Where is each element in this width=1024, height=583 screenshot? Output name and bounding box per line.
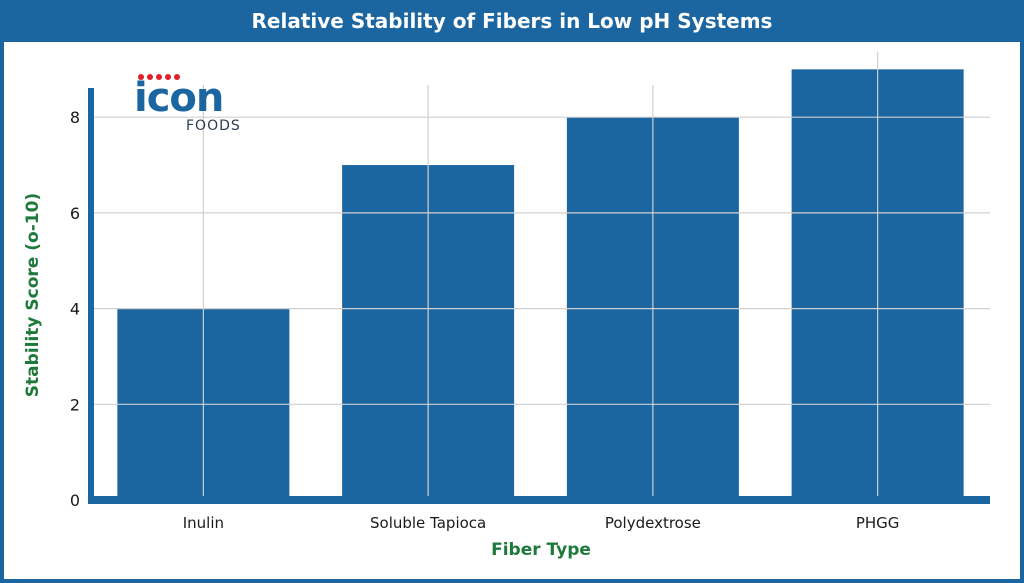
icon-foods-logo: icon FOODS <box>134 72 246 136</box>
logo-subtitle: FOODS <box>186 118 241 134</box>
y-tick-label: 2 <box>70 395 80 414</box>
y-tick-label: 6 <box>70 204 80 223</box>
chart-title: Relative Stability of Fibers in Low pH S… <box>0 0 1024 42</box>
x-tick-label: Inulin <box>183 514 224 532</box>
logo-wordmark: icon <box>134 75 224 121</box>
x-tick-label: Polydextrose <box>605 514 701 532</box>
y-axis-label: Stability Score (o-10) <box>23 192 43 398</box>
x-axis-label: Fiber Type <box>491 540 591 560</box>
x-tick-label: Soluble Tapioca <box>370 514 486 532</box>
y-tick-label: 4 <box>70 300 80 319</box>
y-tick-label: 0 <box>70 491 80 510</box>
logo-dots <box>138 74 180 80</box>
x-tick-label: PHGG <box>856 514 900 532</box>
y-tick-label: 8 <box>70 108 80 127</box>
